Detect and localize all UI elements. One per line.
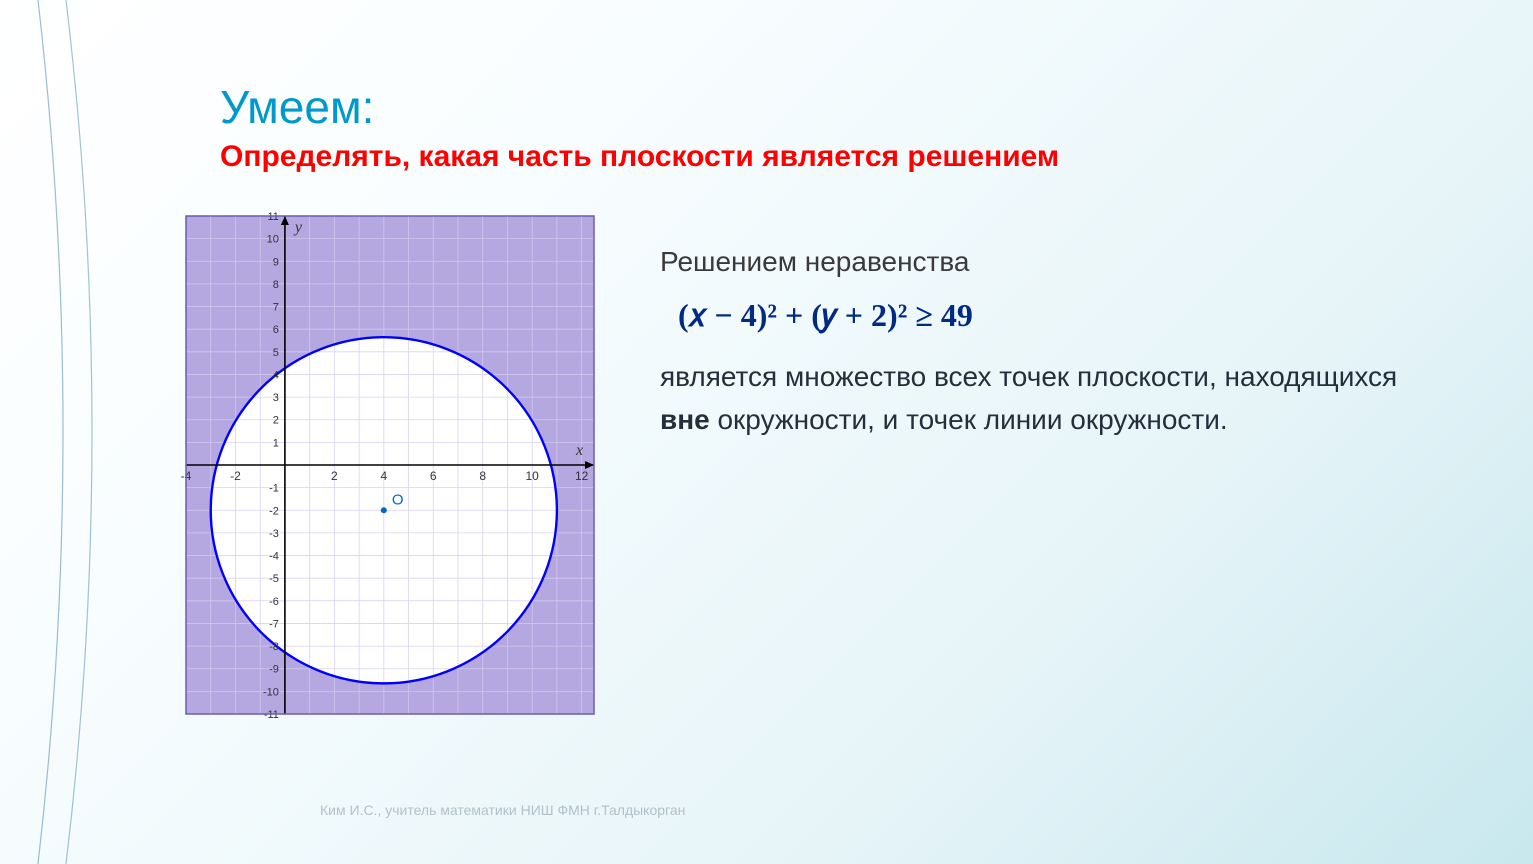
svg-text:-2: -2 <box>269 505 279 517</box>
explanation-part-b: окружности, и точек линии окружности. <box>710 404 1228 435</box>
svg-text:-2: -2 <box>230 469 241 483</box>
emphasis-word: вне <box>660 404 710 435</box>
svg-text:-9: -9 <box>269 664 279 676</box>
svg-text:5: 5 <box>273 347 279 359</box>
coordinate-chart: -4-224681012-11-10-9-8-7-6-5-4-3-2-11234… <box>180 210 600 720</box>
slide-title: Умеем: <box>220 80 1433 134</box>
svg-text:11: 11 <box>267 211 278 223</box>
svg-text:-7: -7 <box>269 618 279 630</box>
svg-text:4: 4 <box>380 469 387 483</box>
svg-text:-3: -3 <box>269 528 279 540</box>
svg-text:-10: -10 <box>263 686 279 698</box>
svg-text:О: О <box>392 491 404 508</box>
svg-text:3: 3 <box>273 392 279 404</box>
svg-text:4: 4 <box>273 369 279 381</box>
slide-content: Умеем: Определять, какая часть плоскости… <box>0 0 1533 864</box>
text-column: Решением неравенства (𝑥 − 4)² + (𝑦 + 2)²… <box>660 210 1433 442</box>
svg-text:8: 8 <box>479 469 486 483</box>
svg-text:-6: -6 <box>269 596 279 608</box>
inequality-formula: (𝑥 − 4)² + (𝑦 + 2)² ≥ 49 <box>678 291 1433 341</box>
content-row: -4-224681012-11-10-9-8-7-6-5-4-3-2-11234… <box>220 210 1433 720</box>
svg-text:2: 2 <box>331 469 338 483</box>
svg-text:6: 6 <box>273 324 279 336</box>
explanation-part-a: является множество всех точек плоскости,… <box>660 361 1397 392</box>
svg-text:7: 7 <box>273 302 279 314</box>
svg-text:9: 9 <box>273 256 279 268</box>
svg-text:12: 12 <box>575 469 589 483</box>
svg-text:2: 2 <box>273 415 279 427</box>
svg-text:y: y <box>293 219 303 236</box>
explanation-text: является множество всех точек плоскости,… <box>660 355 1433 442</box>
svg-text:8: 8 <box>273 279 279 291</box>
svg-text:6: 6 <box>430 469 437 483</box>
svg-text:-5: -5 <box>269 573 279 585</box>
svg-text:10: 10 <box>267 234 279 246</box>
svg-text:-8: -8 <box>269 641 279 653</box>
svg-text:-1: -1 <box>269 483 279 495</box>
slide-subtitle: Определять, какая часть плоскости являет… <box>220 140 1433 174</box>
svg-text:10: 10 <box>526 469 540 483</box>
lead-text: Решением неравенства <box>660 240 1433 283</box>
svg-text:x: x <box>575 442 583 459</box>
svg-text:-4: -4 <box>269 551 279 563</box>
svg-text:1: 1 <box>273 437 279 449</box>
footer-credit: Ким И.С., учитель математики НИШ ФМН г.Т… <box>320 802 685 818</box>
